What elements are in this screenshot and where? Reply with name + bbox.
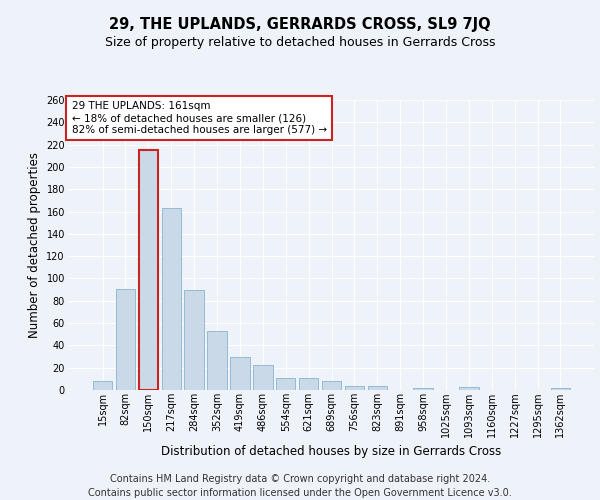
Bar <box>551 388 570 390</box>
Bar <box>161 208 181 390</box>
Bar <box>253 366 272 390</box>
Bar <box>344 386 364 390</box>
Text: 29 THE UPLANDS: 161sqm
← 18% of detached houses are smaller (126)
82% of semi-de: 29 THE UPLANDS: 161sqm ← 18% of detached… <box>71 102 327 134</box>
X-axis label: Distribution of detached houses by size in Gerrards Cross: Distribution of detached houses by size … <box>161 446 502 458</box>
Bar <box>322 381 341 390</box>
Text: Size of property relative to detached houses in Gerrards Cross: Size of property relative to detached ho… <box>105 36 495 49</box>
Bar <box>116 288 135 390</box>
Y-axis label: Number of detached properties: Number of detached properties <box>28 152 41 338</box>
Bar <box>276 378 295 390</box>
Bar <box>459 386 479 390</box>
Bar <box>184 290 204 390</box>
Bar <box>208 331 227 390</box>
Text: 29, THE UPLANDS, GERRARDS CROSS, SL9 7JQ: 29, THE UPLANDS, GERRARDS CROSS, SL9 7JQ <box>109 18 491 32</box>
Bar <box>413 388 433 390</box>
Text: Contains HM Land Registry data © Crown copyright and database right 2024.
Contai: Contains HM Land Registry data © Crown c… <box>88 474 512 498</box>
Bar <box>230 356 250 390</box>
Bar <box>299 378 319 390</box>
Bar <box>93 381 112 390</box>
Bar <box>368 386 387 390</box>
Bar <box>139 150 158 390</box>
